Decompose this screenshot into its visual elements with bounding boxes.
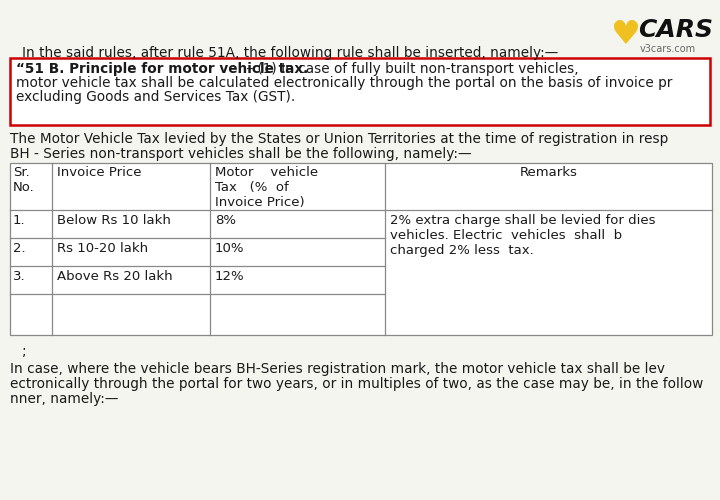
Text: 8%: 8% [215,214,236,227]
Text: 2% extra charge shall be levied for dies
vehicles. Electric  vehicles  shall  b
: 2% extra charge shall be levied for dies… [390,214,655,257]
Text: CARS: CARS [638,18,713,42]
Text: excluding Goods and Services Tax (GST).: excluding Goods and Services Tax (GST). [16,90,295,104]
Bar [10,163,712,335]
Text: Motor    vehicle
Tax   (%  of
Invoice Price): Motor vehicle Tax (% of Invoice Price) [215,166,318,209]
Text: ectronically through the portal for two years, or in multiples of two, as the ca: ectronically through the portal for two … [10,377,703,391]
Text: Rs 10-20 lakh: Rs 10-20 lakh [57,242,148,255]
Text: 1.: 1. [13,214,26,227]
Text: In case, where the vehicle bears BH-Series registration mark, the motor vehicle : In case, where the vehicle bears BH-Seri… [10,362,665,376]
Text: Below Rs 10 lakh: Below Rs 10 lakh [57,214,171,227]
Text: 2.: 2. [13,242,26,255]
Text: – (1) In case of fully built non-transport vehicles,: – (1) In case of fully built non-transpo… [242,62,579,76]
Text: Sr.
No.: Sr. No. [13,166,35,194]
Text: 12%: 12% [215,270,245,283]
Text: Remarks: Remarks [520,166,577,179]
Text: 3.: 3. [13,270,26,283]
Text: ;: ; [22,344,27,358]
Text: v3cars.com: v3cars.com [640,44,696,54]
Text: BH - Series non-transport vehicles shall be the following, namely:—: BH - Series non-transport vehicles shall… [10,147,472,161]
Text: ♥: ♥ [610,18,640,51]
Text: Invoice Price: Invoice Price [57,166,142,179]
Text: motor vehicle tax shall be calculated electronically through the portal on the b: motor vehicle tax shall be calculated el… [16,76,672,90]
Bar [10,58,710,125]
Text: 10%: 10% [215,242,245,255]
Text: Above Rs 20 lakh: Above Rs 20 lakh [57,270,173,283]
Text: The Motor Vehicle Tax levied by the States or Union Territories at the time of r: The Motor Vehicle Tax levied by the Stat… [10,132,668,146]
Text: In the said rules, after rule 51A, the following rule shall be inserted, namely:: In the said rules, after rule 51A, the f… [22,46,558,60]
Text: “51 B. Principle for motor vehicle tax.: “51 B. Principle for motor vehicle tax. [16,62,308,76]
Text: nner, namely:—: nner, namely:— [10,392,118,406]
